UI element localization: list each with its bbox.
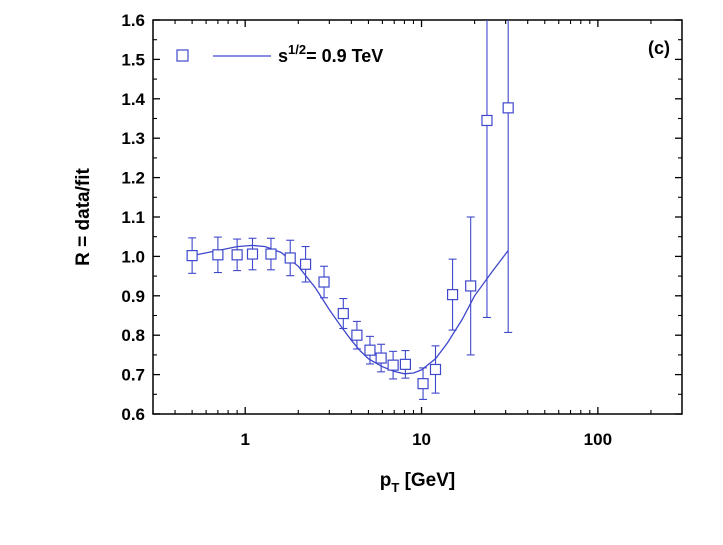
data-marker-square	[399, 358, 411, 370]
data-marker-square	[246, 248, 259, 260]
data-marker-square	[299, 258, 312, 270]
data-point	[299, 246, 312, 283]
x-axis-title: pT [GeV]	[380, 470, 456, 495]
data-point	[318, 265, 330, 299]
y-tick-label: 0.7	[121, 366, 145, 385]
data-point	[265, 237, 277, 271]
data-point	[502, 20, 514, 333]
fit-curve-layer	[191, 244, 509, 375]
data-marker-square	[364, 344, 376, 356]
y-tick-label: 1.5	[121, 50, 145, 69]
data-point	[417, 367, 429, 400]
data-point	[212, 236, 224, 274]
y-tick-label: 1.2	[121, 169, 145, 188]
y-tick-label: 1.3	[121, 129, 145, 148]
data-marker-square	[186, 250, 198, 262]
data-marker-square	[481, 114, 493, 127]
y-tick-label: 0.9	[121, 287, 145, 306]
data-marker-square	[231, 249, 243, 261]
data-point	[429, 345, 442, 394]
data-marker-square	[337, 307, 349, 320]
legend-marker-square	[176, 49, 189, 62]
fit-curve	[191, 244, 509, 375]
legend-label: s1/2= 0.9 TeV	[278, 42, 383, 66]
x-tick-label: 100	[584, 430, 612, 449]
data-marker-square	[212, 249, 224, 261]
x-tick-label: 10	[412, 430, 431, 449]
data-point	[364, 335, 376, 365]
axis-ticks	[152, 19, 682, 415]
x-axis-title-subscript: T	[391, 480, 399, 495]
axis-tick-labels: 0.6 0.7 0.8 0.9 1.0 1.1 1.2 1.3 1.4 1.5 1.6 1 10 100	[121, 11, 612, 449]
panel-label: (c)	[648, 38, 670, 58]
plot-frame	[152, 19, 683, 415]
data-marker-square	[318, 276, 330, 288]
y-tick-label: 0.6	[121, 405, 145, 424]
data-point	[246, 237, 259, 271]
data-point	[351, 320, 363, 350]
data-marker-square	[446, 289, 459, 301]
data-points-layer	[186, 20, 514, 400]
legend-label-superscript: 1/2	[288, 42, 306, 57]
y-tick-label: 1.4	[121, 90, 145, 109]
data-marker-square	[387, 359, 399, 371]
x-axis-title-rest: [GeV]	[399, 470, 455, 491]
y-axis-title: R = data/fit	[73, 168, 94, 266]
data-point	[465, 216, 477, 356]
data-marker-square	[417, 378, 429, 390]
data-point	[231, 238, 243, 272]
data-marker-square	[284, 252, 296, 264]
legend-label-rest: = 0.9 TeV	[306, 46, 383, 66]
data-point	[481, 20, 493, 319]
data-marker-square	[502, 102, 514, 114]
data-point	[337, 298, 349, 330]
x-axis-title-main: p	[380, 470, 392, 491]
y-tick-label: 1.6	[121, 11, 145, 30]
data-point	[446, 258, 459, 331]
legend: s1/2= 0.9 TeV	[176, 42, 383, 66]
y-tick-label: 1.1	[121, 208, 145, 227]
data-marker-square	[429, 363, 442, 376]
data-marker-square	[465, 280, 477, 292]
data-point	[284, 239, 296, 277]
data-marker-square	[351, 329, 363, 341]
y-tick-label: 0.8	[121, 326, 145, 345]
data-point	[387, 350, 399, 380]
data-point	[186, 237, 198, 274]
data-point	[375, 343, 387, 373]
plot-border	[152, 19, 683, 415]
x-tick-label: 1	[240, 430, 249, 449]
y-tick-label: 1.0	[121, 247, 145, 266]
data-marker-square	[375, 352, 387, 364]
data-marker-square	[265, 248, 277, 260]
data-point	[399, 350, 411, 379]
legend-label-base: s	[278, 46, 288, 66]
